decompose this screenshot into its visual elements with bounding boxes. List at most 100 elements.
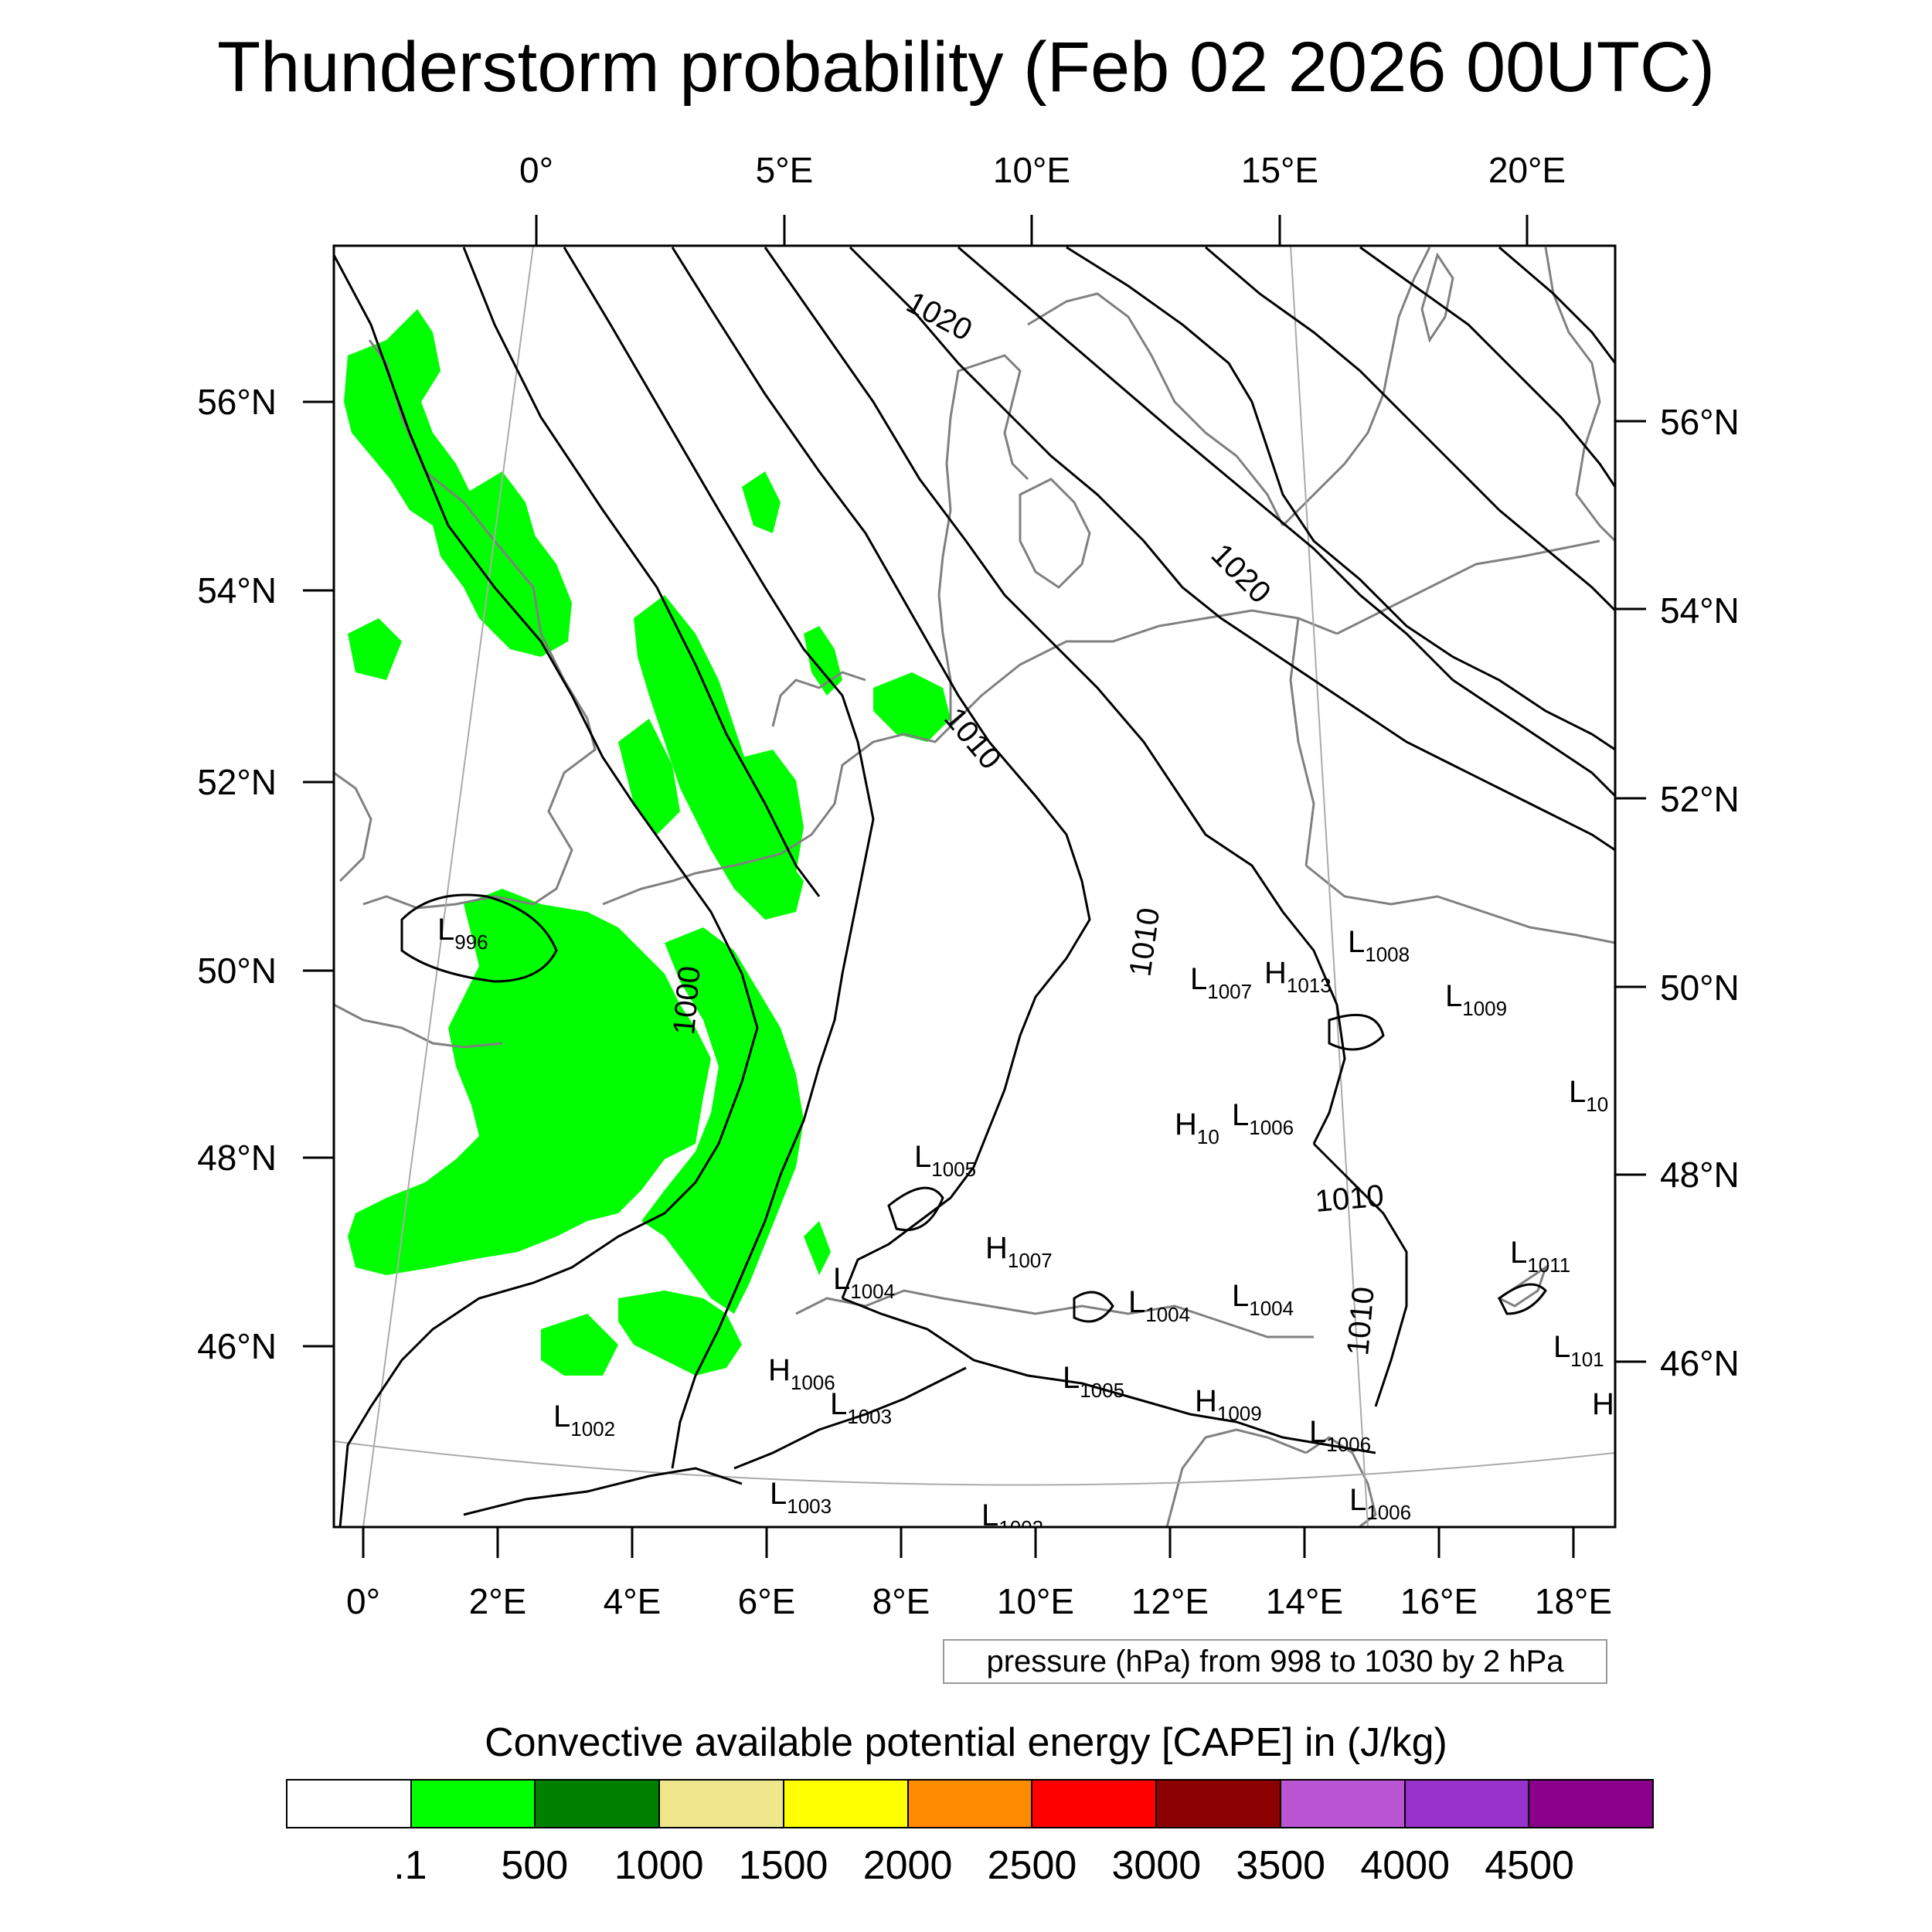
colorbar-label: 4500 [1485,1843,1574,1888]
pressure-center: L1008 [1348,925,1410,966]
pressure-center: L996 [437,913,488,954]
cape-area-alps-west [804,1221,831,1275]
pressure-centers: L996 L1002 L1003 L1003 H1006 L1004 L1005… [437,913,1614,1539]
cape-area-bay [541,1314,618,1376]
pressure-center: H [1592,1387,1614,1421]
pressure-center: L1006 [1309,1415,1371,1456]
right-lat-label: 54°N [1660,590,1740,631]
coast-baltic-south [949,609,1338,728]
lake-balaton [1497,1264,1548,1308]
pressure-center: L1004 [1128,1285,1190,1326]
coast-baltic-states [1544,247,1615,543]
right-lat-label: 52°N [1660,779,1740,819]
isobar-3 [563,247,875,1469]
page-title: Thunderstorm probability (Feb 02 2026 00… [216,28,1716,107]
colorbar-label: 4000 [1360,1843,1451,1888]
left-lat-label: 46°N [197,1326,277,1366]
cape-shading [344,309,951,1376]
colorbar-labels: .1 500 1000 1500 2000 2500 3000 3500 4000 4500 [0,1842,1932,1896]
coast-france-north [602,725,952,906]
colorbar-label: 1500 [738,1843,828,1888]
isobar-5 [764,247,1346,1145]
coast-denmark-islands [1019,478,1091,589]
isobar-1 [334,254,759,1527]
bottom-lon-label: 4°E [604,1581,662,1621]
isobars [334,246,1615,1527]
pressure-center: L1006 [1349,1483,1411,1524]
pressure-center: L1005 [1063,1361,1124,1402]
isobar-1010-south [842,1297,1376,1454]
isobar-bottom [463,1467,743,1516]
coastlines [334,247,1615,1527]
coast-uk-wales [334,771,372,883]
left-lat-label: 56°N [197,382,277,422]
meridian-0 [362,246,534,1527]
pressure-center: L1011 [1510,1236,1570,1277]
cape-area-north-sea-2 [618,719,680,835]
bottom-lon-labels: 0° 2°E 4°E 6°E 8°E 10°E 12°E 14°E 16°E 1… [346,1581,1612,1621]
bottom-lon-label: 8°E [872,1581,930,1621]
colorbar-box [908,1781,1033,1827]
cape-area-france-south [618,1291,742,1376]
top-lon-label: 10°E [993,150,1070,190]
pressure-center: L1003 [770,1477,832,1518]
isobar-mini-1 [887,1186,944,1232]
cape-area-channel [348,889,711,1275]
pressure-center: L1009 [1445,979,1507,1020]
isobar-label: 1020 [1205,537,1277,610]
map-frame [332,244,1617,1529]
colorbar-label: 2500 [987,1843,1077,1888]
colorbar-box [411,1781,536,1827]
bottom-lon-label: 12°E [1131,1581,1209,1621]
isobar-mini-3 [1498,1283,1547,1315]
colorbar-box [536,1781,661,1827]
bottom-lon-label: 6°E [738,1581,796,1621]
top-lon-label: 0° [519,150,553,190]
coast-alps-border [795,1289,1314,1338]
isobar-8 [1066,246,1615,751]
pressure-center: L1003 [830,1387,892,1428]
pressure-center: L1005 [914,1140,976,1181]
colorbar-box [287,1781,412,1827]
bottom-lon-label: 18°E [1535,1581,1612,1621]
cape-area-frisian [742,471,781,533]
coast-uk-south [334,1003,503,1049]
isobar-9 [1205,246,1615,612]
contour-info-box: pressure (hPa) from 998 to 1030 by 2 hPa [943,1639,1607,1684]
bottom-lon-label: 10°E [997,1581,1074,1621]
isobar-mini-4 [1073,1291,1114,1323]
right-lat-label: 50°N [1660,968,1740,1008]
coast-gotland [1420,252,1454,343]
colorbar-title: Convective available potential energy [C… [485,1720,1447,1765]
colorbar-label: 1000 [614,1843,704,1888]
colorbar-box [660,1781,784,1827]
coast-netherlands [771,671,866,727]
cape-area-netherlands [742,750,804,873]
isobar-2 [462,247,821,897]
top-lon-label: 5°E [756,150,814,190]
cape-area-uk-south [348,618,402,680]
coast-scotland-east [362,339,597,910]
coast-jutland [937,354,1029,726]
right-lat-label: 56°N [1660,402,1740,442]
coast-baltic-east [1336,539,1600,635]
bottom-lon-label: 0° [346,1581,380,1621]
pressure-center: L1004 [833,1262,895,1303]
pressure-center: H1007 [985,1231,1053,1272]
pressure-center: L10 [1569,1075,1608,1116]
colorbar-label: 3000 [1111,1843,1202,1888]
coast-italy-north [1165,1428,1307,1527]
pressure-center: L1002 [981,1498,1043,1539]
pressure-center: H1013 [1264,956,1332,997]
right-lat-labels: 56°N 54°N 52°N 50°N 48°N 46°N [1660,402,1740,1383]
colorbar-box [1157,1781,1281,1827]
coast-adriatic-east [1305,1436,1377,1527]
pressure-center: L101 [1553,1330,1604,1371]
isobar-7 [957,246,1615,798]
graticule [334,246,1615,1527]
pressure-center: L1004 [1232,1279,1294,1320]
isobar-label: 1020 [901,285,978,348]
isobar-996-ring [400,893,558,983]
parallel-45n [334,1440,1615,1486]
pressure-center: H10 [1175,1107,1219,1148]
